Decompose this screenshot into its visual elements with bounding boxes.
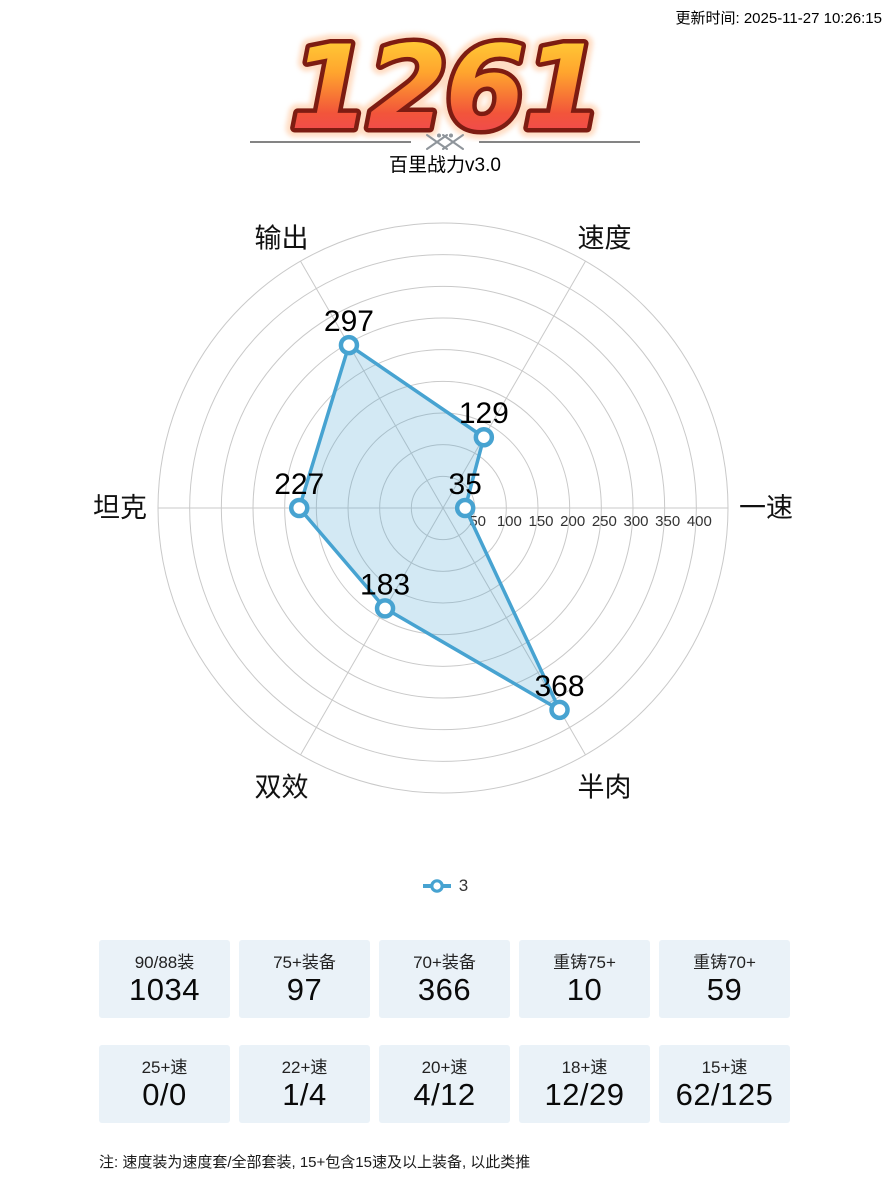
stat-value: 4/12 [413, 1076, 476, 1112]
divider-ornament-icon [426, 133, 464, 150]
footnote: 注: 速度装为速度套/全部套装, 15+包含15速及以上装备, 以此类推 [99, 1154, 531, 1171]
stat-card: 25+速 0/0 [99, 1045, 230, 1123]
legend-label: 3 [458, 876, 469, 895]
radar-data-point[interactable] [288, 497, 310, 519]
stats-row: 25+速 0/0 22+速 1/4 20+速 4/12 18+速 12/29 15+速 62/12… [99, 1045, 790, 1123]
stat-card: 70+装备 366 [379, 940, 510, 1018]
radar-data-point[interactable] [549, 699, 570, 721]
stat-card: 15+速 62/125 [659, 1045, 790, 1123]
radar-axis-name: 一速 [739, 493, 793, 523]
stat-value: 12/29 [544, 1076, 625, 1112]
radar-value-label: 129 [459, 397, 509, 430]
radar-data-point[interactable] [338, 334, 360, 356]
stat-label: 18+速 [561, 1057, 608, 1077]
radar-tick-label: 400 [687, 513, 712, 530]
stat-card: 90/88装 1034 [99, 940, 230, 1018]
stat-label: 25+速 [141, 1057, 188, 1077]
stat-label: 70+装备 [413, 952, 476, 972]
stat-label: 20+速 [421, 1057, 468, 1077]
stat-label: 75+装备 [273, 952, 336, 972]
divider-line-right [479, 141, 640, 143]
radar-tick-label: 350 [655, 513, 680, 530]
radar-axis-name: 双效 [255, 773, 309, 803]
update-time: 更新时间: 2025-11-27 10:26:15 [675, 10, 882, 27]
radar-axis-line [442, 260, 586, 509]
chart-title: 百里战力v3.0 [389, 155, 501, 176]
legend-marker-icon [422, 879, 451, 893]
radar-tick-label: 200 [560, 513, 585, 530]
power-score-art: 1261 1261 [281, 24, 613, 142]
stat-card: 20+速 4/12 [379, 1045, 510, 1123]
stat-label: 重铸70+ [693, 952, 756, 972]
stats-grid: 90/88装 1034 75+装备 97 70+装备 366 重铸75+ 10 重铸70+ 59 2… [99, 940, 790, 1123]
stat-value: 1/4 [282, 1076, 327, 1112]
radar-tick-label: 100 [497, 513, 522, 530]
radar-value-label: 35 [448, 468, 481, 501]
stat-value: 366 [417, 971, 472, 1007]
radar-data-point[interactable] [473, 426, 495, 448]
stat-card: 75+装备 97 [239, 940, 370, 1018]
divider-line-left [250, 141, 411, 143]
stat-value: 10 [566, 971, 603, 1007]
legend-item[interactable]: 3 [0, 876, 890, 896]
radar-axis-line [300, 260, 444, 509]
divider [250, 131, 640, 153]
radar-value-label: 183 [360, 568, 410, 601]
stat-value: 0/0 [142, 1076, 187, 1112]
stat-card: 22+速 1/4 [239, 1045, 370, 1123]
stat-value: 59 [706, 971, 743, 1007]
stat-card: 重铸75+ 10 [519, 940, 650, 1018]
stat-label: 15+速 [701, 1057, 748, 1077]
stat-card: 重铸70+ 59 [659, 940, 790, 1018]
stat-value: 62/125 [675, 1076, 774, 1112]
radar-axis-name: 速度 [578, 223, 632, 253]
radar-data-point[interactable] [374, 598, 396, 619]
stat-label: 22+速 [281, 1057, 328, 1077]
stats-row: 90/88装 1034 75+装备 97 70+装备 366 重铸75+ 10 重铸70+ 59 [99, 940, 790, 1018]
stat-value: 97 [286, 971, 323, 1007]
radar-data-point[interactable] [454, 497, 476, 519]
radar-tick-label: 300 [623, 513, 648, 530]
power-score-glow: 1261 [290, 24, 601, 142]
radar-value-label: 368 [535, 670, 585, 703]
radar-value-label: 297 [324, 305, 374, 338]
radar-tick-label: 150 [528, 513, 553, 530]
power-score: 1261 [290, 24, 601, 142]
radar-axis-name: 坦克 [93, 493, 147, 523]
stat-value: 1034 [129, 971, 200, 1007]
stat-label: 90/88装 [134, 952, 195, 972]
radar-value-label: 227 [274, 468, 324, 501]
radar-axis-name: 输出 [255, 223, 309, 253]
radar-axis-name: 半肉 [578, 773, 632, 803]
stat-label: 重铸75+ [553, 952, 616, 972]
stat-card: 18+速 12/29 [519, 1045, 650, 1123]
radar-tick-label: 250 [592, 513, 617, 530]
radar-axis-line [300, 507, 444, 756]
